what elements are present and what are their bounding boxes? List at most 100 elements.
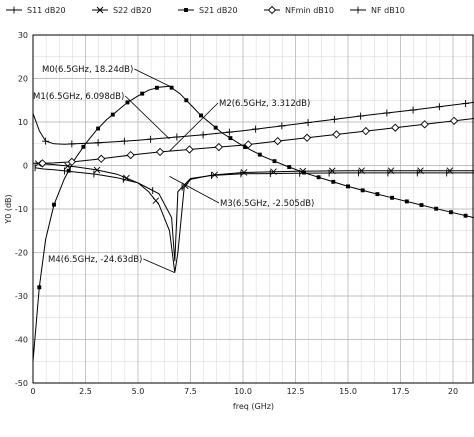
s21-marker — [419, 203, 424, 208]
x-tick-label: 10.0 — [234, 387, 252, 396]
series-layer — [32, 85, 474, 362]
s22-marker — [123, 174, 130, 182]
s21-marker — [125, 100, 130, 105]
marker-annotation: M4(6.5GHz, -24.63dB) — [48, 255, 175, 274]
y-tick-label: -20 — [15, 249, 28, 258]
legend-label: S21 dB20 — [199, 6, 238, 15]
nfmin-marker — [126, 150, 135, 160]
nf-marker — [173, 133, 181, 141]
annotation-leader — [125, 95, 170, 140]
s21-marker — [360, 188, 365, 193]
x-tick-label: 0 — [30, 387, 35, 396]
s22-marker — [96, 6, 104, 14]
legend-label: S22 dB20 — [113, 6, 152, 15]
s22-marker — [152, 197, 160, 205]
series-bar — [34, 164, 474, 262]
nfmin-marker — [273, 136, 282, 146]
s21-marker — [287, 165, 292, 170]
nfmin-marker — [38, 159, 47, 168]
nfmin-marker — [214, 142, 223, 152]
x-tick-label: 20 — [448, 387, 458, 396]
y-tick-label: 10 — [18, 118, 28, 127]
nfmin-marker — [391, 123, 400, 132]
annotation-leader — [143, 258, 175, 274]
nf-marker — [409, 106, 417, 114]
marker-annotation: M1(6.5GHz, 6.098dB) — [33, 92, 170, 140]
nfmin-marker — [155, 147, 165, 157]
series-line — [35, 167, 474, 262]
nf-marker — [42, 137, 50, 145]
series-line — [33, 118, 474, 164]
s21-marker — [272, 159, 277, 164]
s22-marker — [387, 167, 395, 175]
nf-marker — [94, 139, 102, 147]
s21-marker — [346, 184, 350, 189]
nf-marker — [304, 119, 312, 127]
legend-label: NF dB10 — [371, 6, 405, 15]
s21-marker — [316, 175, 321, 180]
legend: S11 dB20 S22 dB20 S21 dB20 NFmin dB10 NF dB1… — [6, 5, 405, 15]
x-tick-label: 5.0 — [132, 387, 145, 396]
legend-item: S22 dB20 — [92, 6, 152, 15]
s21-marker — [301, 170, 306, 175]
marker-annotation: M0(6.5GHz, 18.24dB) — [42, 65, 170, 87]
nfmin-marker — [361, 126, 370, 136]
nfmin-marker — [420, 120, 429, 129]
s21-marker — [448, 210, 453, 215]
y-tick-label: -40 — [15, 336, 28, 345]
nfmin-marker — [185, 145, 194, 154]
nfmin-marker — [97, 154, 106, 163]
annotation-label: M1(6.5GHz, 6.098dB) — [33, 92, 124, 102]
marker-annotation: M3(6.5GHz, -2.505dB) — [169, 176, 314, 209]
x-tick-label: 15.0 — [339, 387, 357, 396]
s21-marker — [243, 145, 248, 149]
nfmin-marker — [449, 116, 459, 125]
s22-marker — [240, 169, 248, 176]
s21-marker — [37, 285, 42, 290]
annotation-leader — [169, 176, 220, 204]
plot-frame — [32, 34, 474, 384]
y-tick-label: -10 — [15, 205, 28, 214]
y-tick-label: 20 — [18, 75, 28, 84]
nfmin-marker — [267, 5, 277, 15]
x-axis-title: freq (GHz) — [233, 402, 274, 411]
s21-marker — [154, 85, 159, 90]
nfmin-marker — [67, 157, 76, 166]
s21-marker — [213, 125, 218, 130]
nfmin-marker — [332, 130, 341, 139]
annotation-label: M2(6.5GHz, 3.312dB) — [219, 99, 310, 109]
s21-marker — [199, 113, 203, 118]
s22-marker — [417, 167, 424, 175]
nf-marker — [147, 135, 155, 143]
nf-marker — [357, 112, 365, 120]
s21-marker — [66, 168, 71, 173]
s21-marker — [228, 136, 233, 141]
x-tick-label: 17.5 — [392, 387, 410, 396]
s21-marker — [404, 199, 409, 204]
s22-marker — [358, 167, 365, 175]
s21-marker — [375, 192, 380, 197]
s21-marker — [390, 195, 395, 200]
annotation-label: M3(6.5GHz, -2.505dB) — [220, 199, 314, 209]
s21-marker — [140, 91, 145, 96]
s21-marker — [81, 144, 86, 149]
x-tick-label: 12.5 — [287, 387, 305, 396]
s21-marker — [257, 152, 262, 157]
s21-marker — [110, 112, 115, 117]
s21-marker — [96, 126, 101, 131]
tick-labels: 0 2.5 5.0 7.5 10.0 12.5 15.0 17.5 20 30 20 10 0 -10 -2… — [15, 31, 458, 396]
nf-marker — [278, 122, 286, 130]
s21-marker — [52, 202, 56, 207]
s21-marker — [184, 98, 189, 103]
nf-marker — [225, 128, 233, 136]
legend-item: S11 dB20 — [6, 6, 66, 15]
annotations: M0(6.5GHz, 18.24dB) M1(6.5GHz, 6.098dB) M2… — [33, 65, 314, 274]
nf-marker — [435, 103, 443, 111]
s22-marker — [328, 167, 336, 175]
legend-label: NFmin dB10 — [285, 6, 334, 15]
legend-item: NF dB10 — [350, 6, 405, 15]
nfmin-marker — [302, 133, 312, 142]
legend-label: S11 dB20 — [27, 6, 66, 15]
y-tick-label: -30 — [15, 292, 28, 301]
